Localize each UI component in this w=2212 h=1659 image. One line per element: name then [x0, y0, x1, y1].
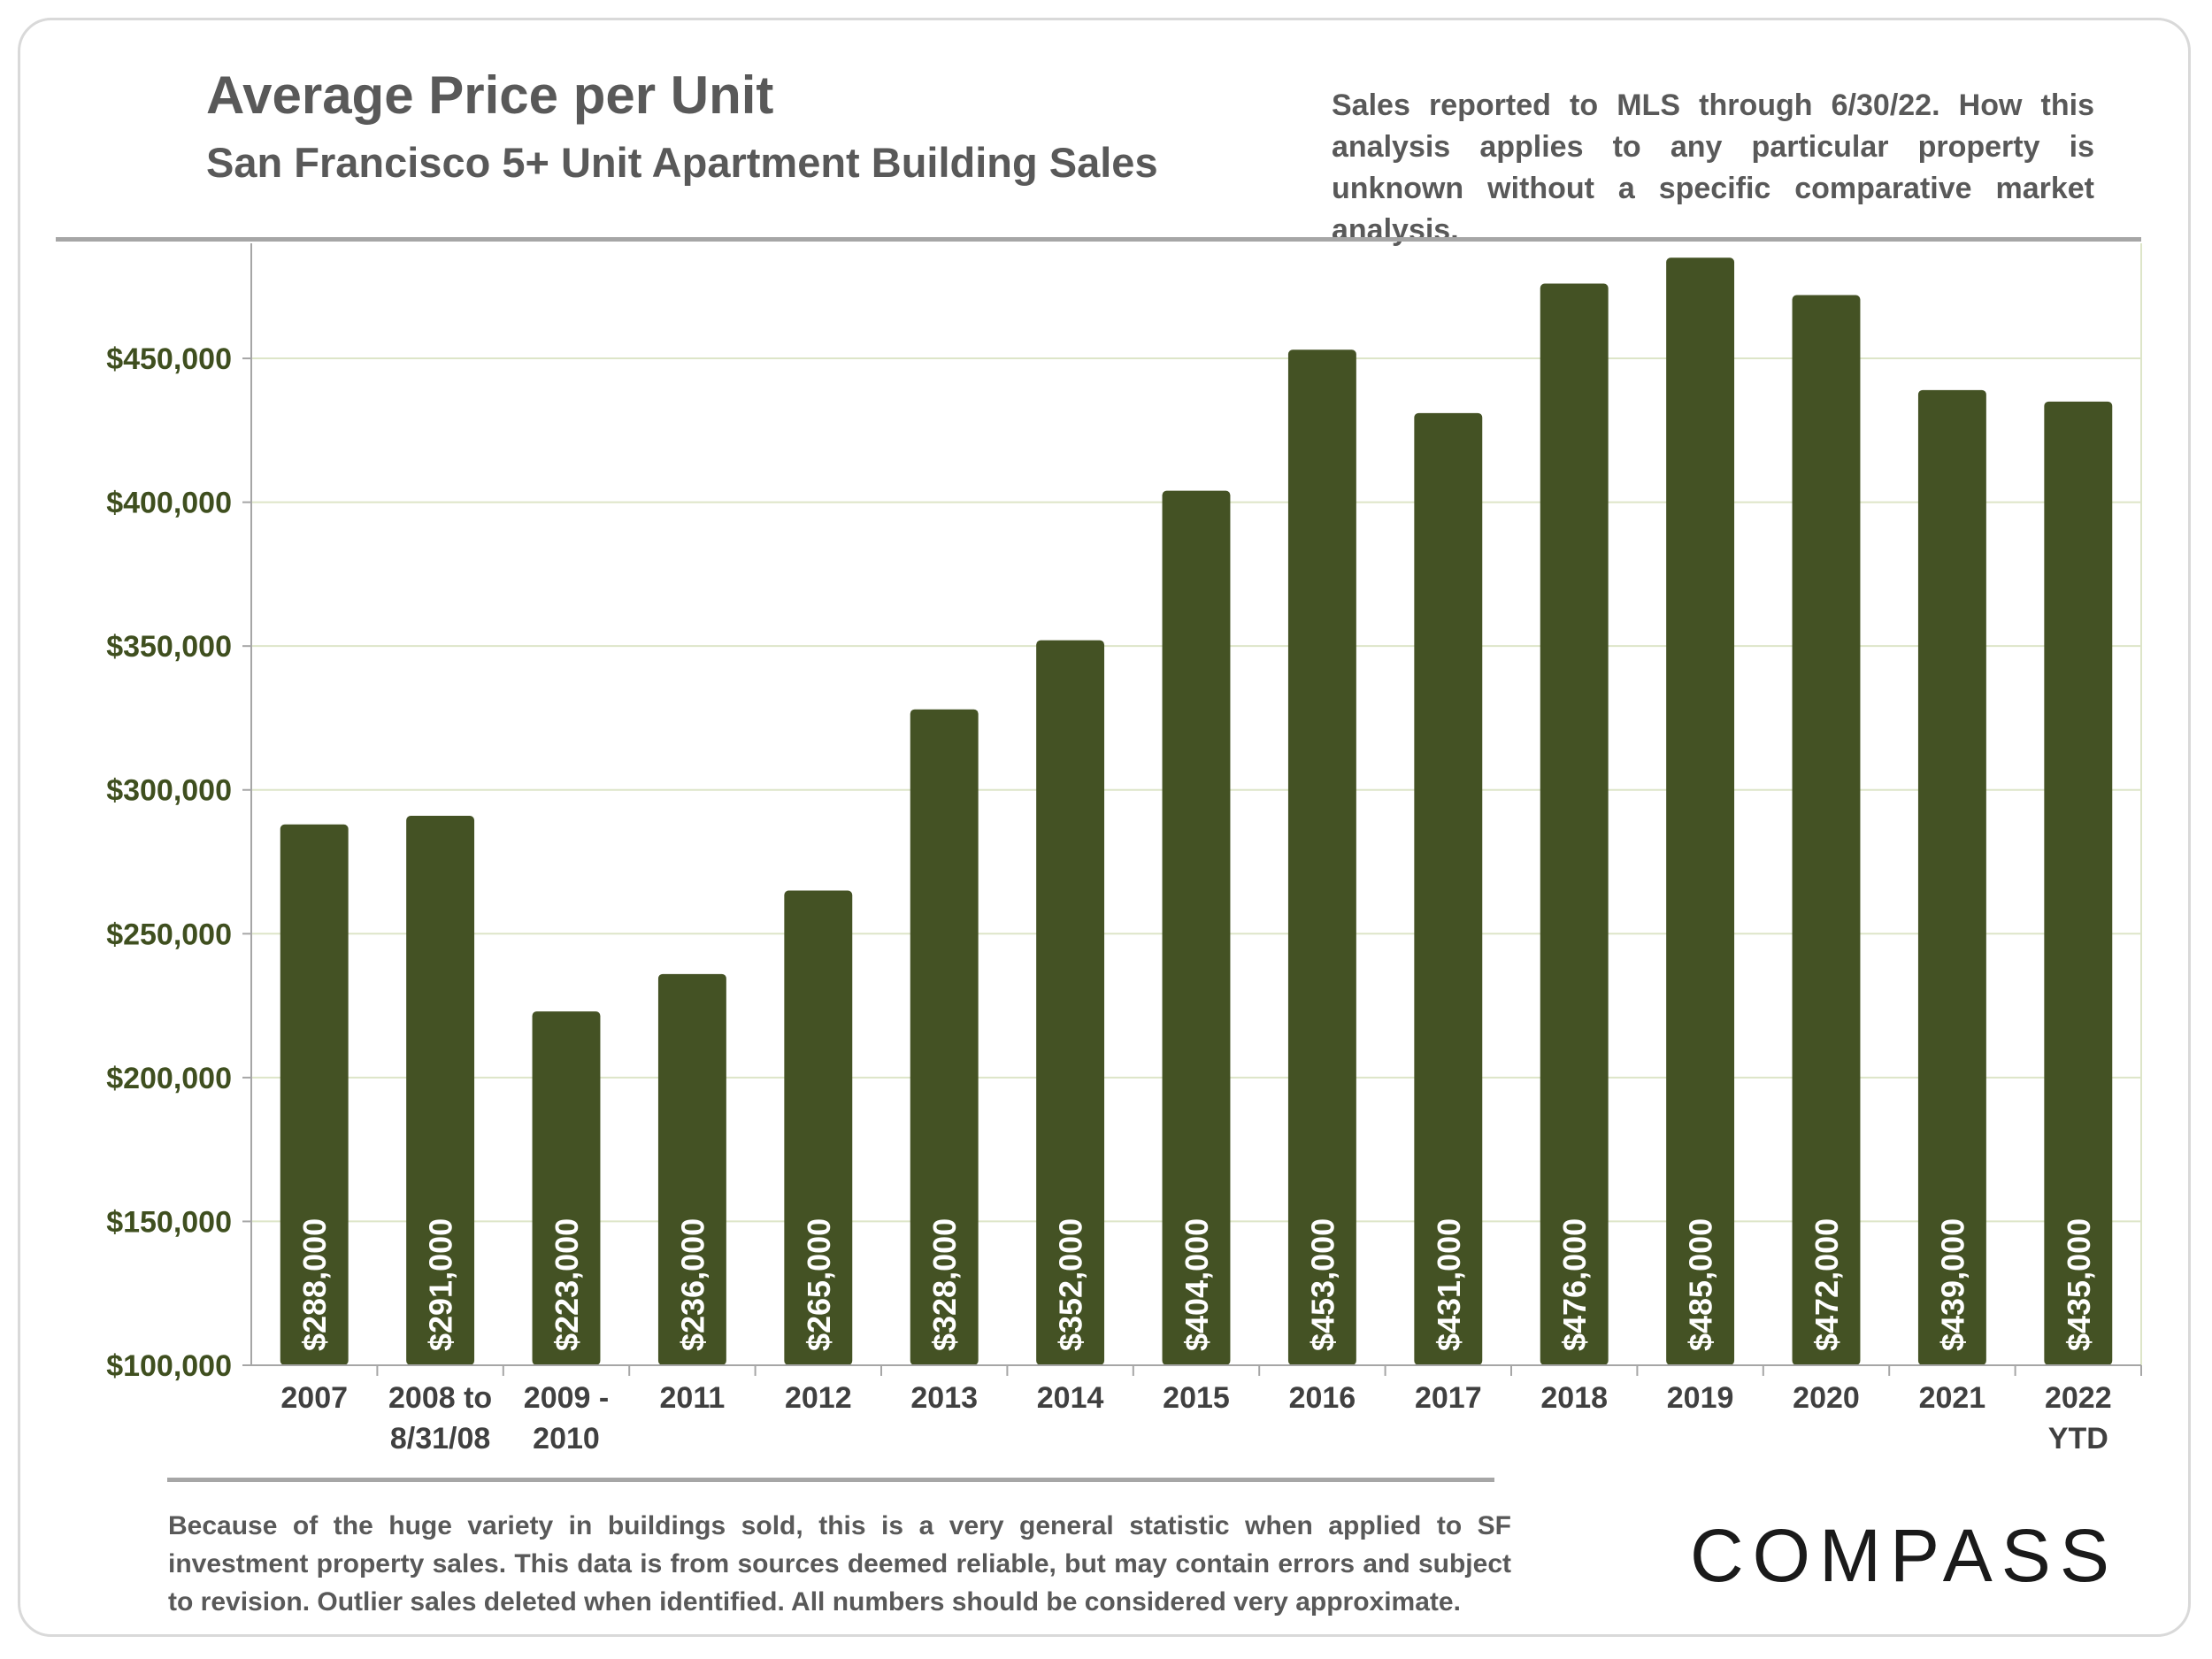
bar [2044, 401, 2113, 1365]
y-tick-label: $150,000 [106, 1205, 232, 1239]
data-label: $404,000 [1179, 1218, 1215, 1351]
data-label: $352,000 [1053, 1218, 1089, 1351]
bars [280, 257, 2113, 1366]
x-tick-labels: 2007 2008 to 8/31/08 2009 -2010 2011 2012 2013… [280, 1381, 2111, 1455]
chart-frame [18, 18, 2191, 1637]
compass-logo: COMPASS [1690, 1514, 2118, 1597]
bar [1666, 257, 1735, 1366]
x-tick-label: 2009 -2010 [524, 1381, 609, 1455]
page-title: Average Price per Unit [206, 65, 774, 125]
footer-disclaimer: Because of the huge variety in buildings… [168, 1511, 1511, 1617]
y-tick-label: $400,000 [106, 487, 232, 520]
x-tick-label: 2011 [660, 1381, 726, 1415]
x-tick-label: 2021 [1919, 1381, 1986, 1415]
bar [1414, 412, 1483, 1365]
data-label: $328,000 [926, 1218, 963, 1351]
data-labels: $288,000 $291,000 $223,000 $236,000 $265,000… [296, 1218, 2097, 1351]
x-tick-label: 2016 [1289, 1381, 1356, 1415]
bar [784, 890, 853, 1365]
page-subtitle: San Francisco 5+ Unit Apartment Building… [206, 139, 1158, 186]
bar [1036, 640, 1105, 1365]
data-label: $439,000 [1934, 1218, 1970, 1351]
y-tick-label: $250,000 [106, 918, 232, 951]
x-tick-label: 2007 [280, 1381, 348, 1415]
data-label: $431,000 [1431, 1218, 1467, 1351]
axes [242, 243, 2142, 1376]
bar [1162, 490, 1231, 1365]
y-tick-label: $300,000 [106, 774, 232, 808]
x-tick-label: 2020 [1793, 1381, 1860, 1415]
x-tick-label: 2019 [1667, 1381, 1734, 1415]
y-tick-labels: $100,000 $150,000 $200,000 $250,000 $300,000… [106, 342, 232, 1383]
y-tick-label: $450,000 [106, 342, 232, 376]
bar [1287, 349, 1356, 1366]
bar [1540, 283, 1609, 1365]
bar [910, 709, 979, 1365]
bottom-divider [167, 1478, 1494, 1482]
bar [1917, 389, 1986, 1365]
data-label: $453,000 [1304, 1218, 1340, 1351]
bar [406, 816, 475, 1365]
bar [657, 973, 726, 1365]
x-tick-label: 2013 [910, 1381, 978, 1415]
x-tick-label: 2018 [1540, 1381, 1608, 1415]
bar [280, 824, 349, 1365]
data-label: $223,000 [549, 1218, 585, 1351]
disclaimer-note: Sales reported to MLS through 6/30/22. H… [1332, 88, 2094, 247]
data-label: $435,000 [2061, 1218, 2097, 1351]
y-tick-label: $350,000 [106, 630, 232, 664]
y-tick-label: $200,000 [106, 1062, 232, 1095]
x-tick-label: 2008 to 8/31/08 [388, 1381, 492, 1455]
data-label: $291,000 [423, 1218, 459, 1351]
x-tick-label: 2022 YTD [2045, 1381, 2112, 1455]
data-label: $288,000 [296, 1218, 333, 1351]
x-tick-label: 2014 [1037, 1381, 1104, 1415]
x-tick-label: 2012 [785, 1381, 852, 1415]
data-label: $472,000 [1809, 1218, 1845, 1351]
x-tick-label: 2017 [1415, 1381, 1482, 1415]
top-divider [56, 237, 2141, 242]
bar [1792, 295, 1861, 1365]
data-label: $236,000 [674, 1218, 710, 1351]
data-label: $265,000 [801, 1218, 837, 1351]
bar [532, 1011, 601, 1365]
y-tick-label: $100,000 [106, 1349, 232, 1383]
data-label: $476,000 [1556, 1218, 1593, 1351]
data-label: $485,000 [1683, 1218, 1719, 1351]
x-tick-label: 2015 [1163, 1381, 1230, 1415]
